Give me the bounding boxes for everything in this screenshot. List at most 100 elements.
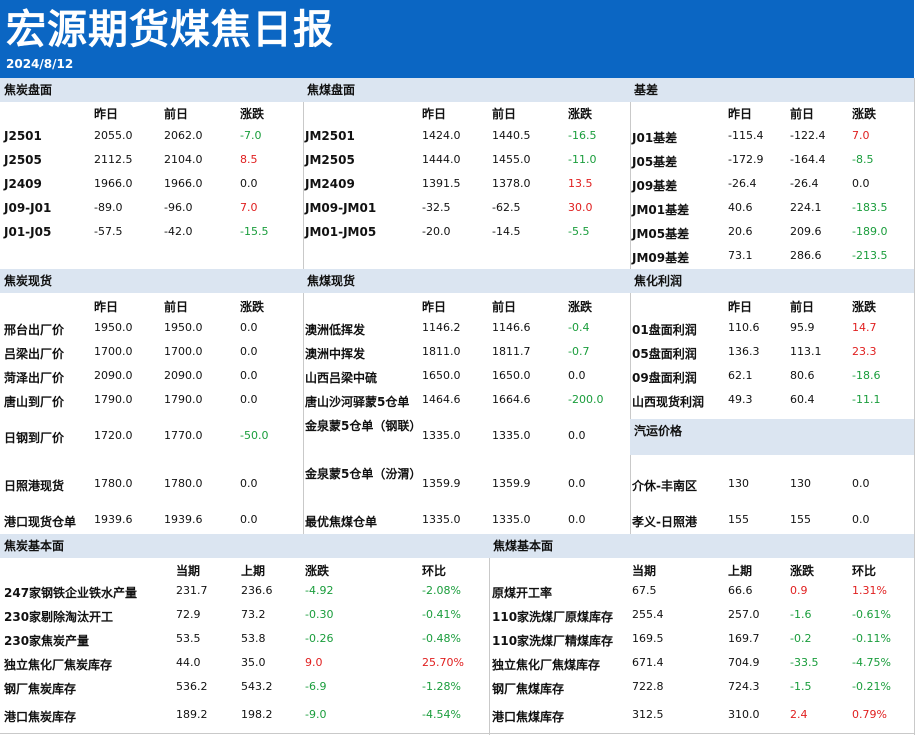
value-pct-change: 0.79% xyxy=(852,708,887,721)
value-change: 0.0 xyxy=(240,477,258,490)
value-current: 255.4 xyxy=(632,608,664,621)
value-current: 1811.0 xyxy=(422,345,461,358)
value-current: -172.9 xyxy=(728,153,764,166)
column-divider xyxy=(303,102,304,269)
value-change: -0.7 xyxy=(568,345,590,358)
column-divider xyxy=(303,293,304,534)
value-current: 1359.9 xyxy=(422,477,461,490)
row-label: 唐山到厂价 xyxy=(4,395,65,409)
value-previous: 1966.0 xyxy=(164,177,203,190)
value-change: -1.6 xyxy=(790,608,812,621)
value-current: -115.4 xyxy=(728,129,764,142)
column-header: 涨跌 xyxy=(790,564,815,578)
value-pct-change: -0.11% xyxy=(852,632,891,645)
value-previous: 310.0 xyxy=(728,708,760,721)
value-current: 189.2 xyxy=(176,708,208,721)
row-label: 澳洲低挥发 xyxy=(305,323,366,337)
value-pct-change: -4.54% xyxy=(422,708,461,721)
value-current: 62.1 xyxy=(728,369,753,382)
value-current: 1950.0 xyxy=(94,321,133,334)
value-current: 72.9 xyxy=(176,608,201,621)
value-current: 130 xyxy=(728,477,749,490)
value-pct-change: -0.61% xyxy=(852,608,891,621)
value-current: 169.5 xyxy=(632,632,664,645)
value-current: 1391.5 xyxy=(422,177,461,190)
value-previous: 1770.0 xyxy=(164,429,203,442)
value-previous: 155 xyxy=(790,513,811,526)
row-label: JM09-JM01 xyxy=(305,201,377,215)
value-change: 0.0 xyxy=(240,177,258,190)
value-change: -33.5 xyxy=(790,656,819,669)
value-previous: 704.9 xyxy=(728,656,760,669)
value-change: 0.0 xyxy=(240,345,258,358)
value-previous: 224.1 xyxy=(790,201,822,214)
value-current: 1966.0 xyxy=(94,177,133,190)
value-current: 1790.0 xyxy=(94,393,133,406)
column-header: 涨跌 xyxy=(568,107,593,121)
value-current: 1720.0 xyxy=(94,429,133,442)
value-change: 9.0 xyxy=(305,656,323,669)
column-header: 前日 xyxy=(790,300,815,314)
row-label: 110家洗煤厂精煤库存 xyxy=(492,634,614,648)
value-current: 1424.0 xyxy=(422,129,461,142)
value-change: -11.1 xyxy=(852,393,881,406)
section-header-coking_profit: 焦化利润 xyxy=(630,269,914,293)
row-label: JM2409 xyxy=(305,177,355,191)
value-current: 53.5 xyxy=(176,632,201,645)
column-divider xyxy=(914,78,915,735)
row-label: JM09基差 xyxy=(632,251,690,265)
value-change: -16.5 xyxy=(568,129,597,142)
column-header: 昨日 xyxy=(94,300,119,314)
row-label: 澳洲中挥发 xyxy=(305,347,366,361)
row-label: 钢厂焦煤库存 xyxy=(492,682,565,696)
value-previous: 1790.0 xyxy=(164,393,203,406)
column-header: 前日 xyxy=(790,107,815,121)
column-header: 涨跌 xyxy=(240,300,265,314)
value-change: 0.0 xyxy=(568,513,586,526)
row-label: JM05基差 xyxy=(632,227,690,241)
value-previous: 1650.0 xyxy=(492,369,531,382)
column-divider xyxy=(630,293,631,419)
value-previous: 724.3 xyxy=(728,680,760,693)
row-label: 孝义-日照港 xyxy=(632,515,697,529)
row-label: 山西吕梁中硫 xyxy=(305,371,378,385)
row-label: J01基差 xyxy=(632,131,678,145)
row-label: JM01-JM05 xyxy=(305,225,377,239)
value-current: 312.5 xyxy=(632,708,664,721)
row-label: 邢台出厂价 xyxy=(4,323,65,337)
row-label: 介休-丰南区 xyxy=(632,479,697,493)
value-current: 2112.5 xyxy=(94,153,133,166)
section-header-freight: 汽运价格 xyxy=(630,419,914,455)
row-label: J01-J05 xyxy=(4,225,52,239)
report-title: 宏源期货煤焦日报 xyxy=(6,7,334,53)
value-previous: 60.4 xyxy=(790,393,815,406)
column-header: 环比 xyxy=(422,564,447,578)
section-header-coking_coal_futures: 焦炭盘面 xyxy=(0,78,303,102)
value-current: 1444.0 xyxy=(422,153,461,166)
section-header-coal_futures: 焦煤盘面 xyxy=(303,78,630,102)
row-label: 唐山沙河驿蒙5仓单 xyxy=(305,395,410,409)
value-current: 110.6 xyxy=(728,321,760,334)
value-previous: 95.9 xyxy=(790,321,815,334)
value-previous: 286.6 xyxy=(790,249,822,262)
column-header: 昨日 xyxy=(728,107,753,121)
value-current: -89.0 xyxy=(94,201,123,214)
column-header: 涨跌 xyxy=(852,300,877,314)
value-change: 13.5 xyxy=(568,177,593,190)
row-label: J2505 xyxy=(4,153,42,167)
column-divider xyxy=(630,102,631,269)
row-label: J2409 xyxy=(4,177,42,191)
value-change: 0.0 xyxy=(852,477,870,490)
value-previous: -14.5 xyxy=(492,225,521,238)
value-current: 1939.6 xyxy=(94,513,133,526)
value-change: -18.6 xyxy=(852,369,881,382)
value-change: 0.0 xyxy=(240,369,258,382)
row-label: 独立焦化厂焦煤库存 xyxy=(492,658,601,672)
value-previous: 1455.0 xyxy=(492,153,531,166)
column-header: 昨日 xyxy=(94,107,119,121)
column-header: 涨跌 xyxy=(852,107,877,121)
column-header: 环比 xyxy=(852,564,877,578)
value-change: -183.5 xyxy=(852,201,888,214)
value-previous: 73.2 xyxy=(241,608,266,621)
value-current: 40.6 xyxy=(728,201,753,214)
